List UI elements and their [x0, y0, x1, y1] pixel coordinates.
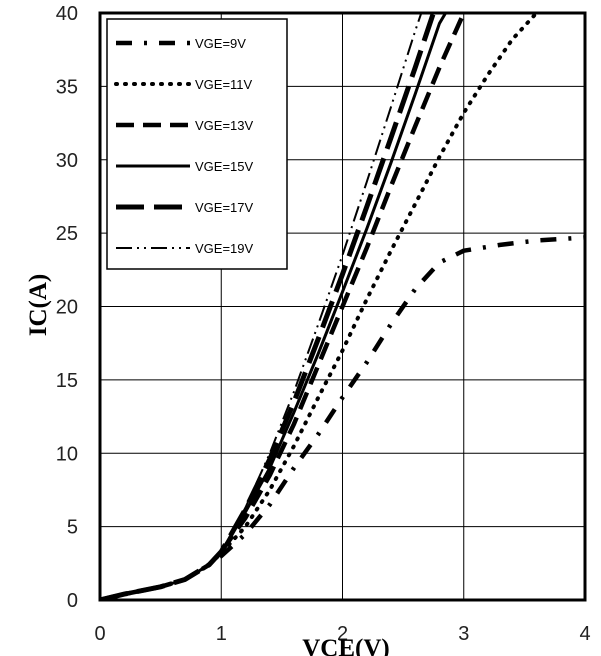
y-tick-label: 20	[56, 297, 78, 319]
series-line-vge-19v	[100, 13, 423, 600]
series-line-vge-11v	[100, 13, 539, 600]
tick-labels: 0 5 10 15 20 25 30 35 40 0 1 2 3 4	[56, 3, 591, 645]
x-tick-label: 3	[458, 623, 469, 645]
series-line-vge-13v	[100, 13, 466, 600]
series-layer	[100, 13, 585, 600]
y-tick-label: 5	[67, 517, 78, 539]
x-tick-label: 4	[579, 623, 590, 645]
y-tick-label: 0	[67, 590, 78, 612]
y-tick-label: 35	[56, 76, 78, 98]
legend-label: VGE=19V	[195, 241, 254, 256]
y-tick-label: 25	[56, 223, 78, 245]
y-tick-label: 30	[56, 150, 78, 172]
x-tick-label: 0	[94, 623, 105, 645]
legend-box	[106, 18, 288, 270]
plot-frame	[98, 11, 587, 602]
legend-label: VGE=13V	[195, 118, 254, 133]
y-axis-title: IC(A)	[25, 274, 52, 337]
y-tick-label: 10	[56, 443, 78, 465]
legend-label: VGE=17V	[195, 200, 254, 215]
y-tick-label: 15	[56, 370, 78, 392]
x-tick-label: 1	[216, 623, 227, 645]
legend: VGE=9V VGE=11V VGE=13V VGE=15V VGE=17V VGE=19…	[106, 18, 288, 270]
y-tick-label: 40	[56, 3, 78, 25]
legend-label: VGE=15V	[195, 159, 254, 174]
legend-label: VGE=11V	[195, 77, 253, 92]
x-tick-label: 2	[337, 623, 348, 645]
series-line-vge-17v	[100, 13, 436, 600]
legend-label: VGE=9V	[195, 36, 246, 51]
x-axis-title: VCE(V)	[302, 635, 390, 656]
